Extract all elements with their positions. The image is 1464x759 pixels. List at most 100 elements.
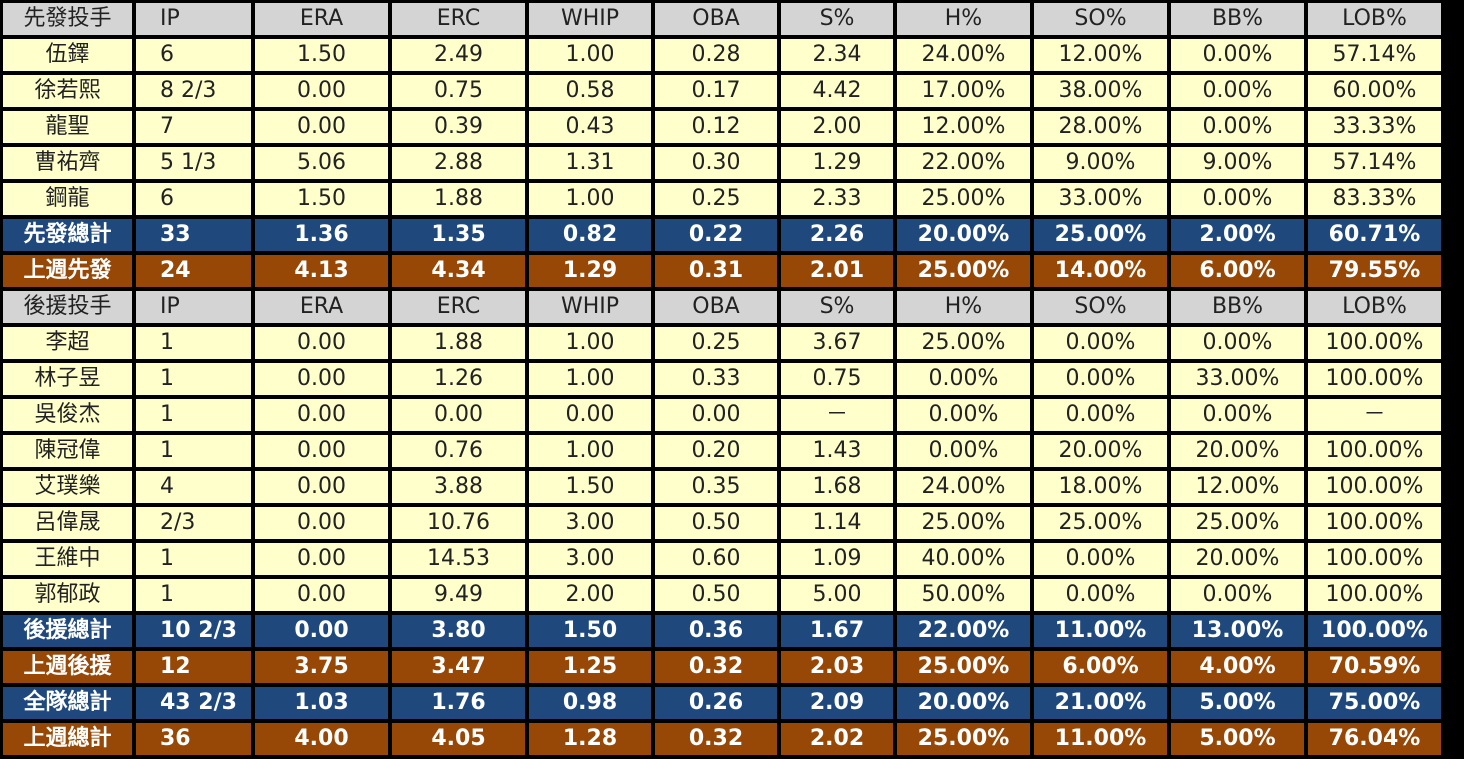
cell-era: 4.13: [255, 255, 388, 287]
cell-lob-pct: 100.00%: [1308, 507, 1441, 539]
cell-ip: 10 2/3: [136, 615, 251, 647]
cell-ip: 12: [136, 651, 251, 683]
cell-erc: 9.49: [392, 579, 525, 611]
cell-ip: 4: [136, 471, 251, 503]
cell-oba: 0.28: [655, 39, 777, 71]
cell-lob-pct: 60.71%: [1308, 219, 1441, 251]
cell-h-pct: 0.00%: [897, 363, 1030, 395]
cell-h-pct: 25.00%: [897, 183, 1030, 215]
cell-player: 王維中: [3, 543, 132, 575]
cell-whip: 1.29: [529, 255, 651, 287]
cell-h-pct: 25.00%: [897, 723, 1030, 755]
cell-so-pct: 6.00%: [1034, 651, 1167, 683]
cell-oba: 0.35: [655, 471, 777, 503]
cell-player: 艾璞樂: [3, 471, 132, 503]
cell-so-pct: 0.00%: [1034, 399, 1167, 431]
cell-h-pct: 0.00%: [897, 399, 1030, 431]
cell-s-pct: 1.43: [781, 435, 893, 467]
cell-erc: 0.75: [392, 75, 525, 107]
header-era: ERA: [255, 291, 388, 323]
cell-ip: 24: [136, 255, 251, 287]
reliever-row: 林子昱 1 0.00 1.26 1.00 0.33 0.75 0.00% 0.00% 33.00%…: [3, 363, 1441, 395]
cell-erc: 3.47: [392, 651, 525, 683]
header-erc: ERC: [392, 291, 525, 323]
cell-s-pct: 2.03: [781, 651, 893, 683]
cell-player: 全隊總計: [3, 687, 132, 719]
cell-h-pct: 40.00%: [897, 543, 1030, 575]
cell-ip: 1: [136, 579, 251, 611]
cell-whip: 0.82: [529, 219, 651, 251]
cell-era: 0.00: [255, 615, 388, 647]
team-last-week-row: 上週總計 36 4.00 4.05 1.28 0.32 2.02 25.00% 11.00% 5.…: [3, 723, 1441, 755]
cell-bb-pct: 6.00%: [1171, 255, 1304, 287]
header-h-pct: H%: [897, 3, 1030, 35]
starter-row: 曹祐齊 5 1/3 5.06 2.88 1.31 0.30 1.29 22.00% 9.00% 9…: [3, 147, 1441, 179]
cell-so-pct: 25.00%: [1034, 507, 1167, 539]
cell-so-pct: 0.00%: [1034, 579, 1167, 611]
cell-player: 上週先發: [3, 255, 132, 287]
cell-lob-pct: 100.00%: [1308, 543, 1441, 575]
cell-lob-pct: 70.59%: [1308, 651, 1441, 683]
cell-erc: 0.76: [392, 435, 525, 467]
cell-erc: 0.39: [392, 111, 525, 143]
cell-h-pct: 20.00%: [897, 219, 1030, 251]
cell-ip: 1: [136, 399, 251, 431]
cell-era: 0.00: [255, 399, 388, 431]
cell-s-pct: 0.75: [781, 363, 893, 395]
cell-erc: 10.76: [392, 507, 525, 539]
cell-lob-pct: 100.00%: [1308, 363, 1441, 395]
cell-s-pct: 4.42: [781, 75, 893, 107]
header-s-pct: S%: [781, 291, 893, 323]
header-h-pct: H%: [897, 291, 1030, 323]
cell-player: 林子昱: [3, 363, 132, 395]
cell-whip: 0.00: [529, 399, 651, 431]
cell-so-pct: 33.00%: [1034, 183, 1167, 215]
cell-oba: 0.25: [655, 327, 777, 359]
cell-player: 上週總計: [3, 723, 132, 755]
cell-lob-pct: 79.55%: [1308, 255, 1441, 287]
cell-erc: 1.88: [392, 327, 525, 359]
cell-player: 後援總計: [3, 615, 132, 647]
cell-oba: 0.32: [655, 651, 777, 683]
cell-bb-pct: 0.00%: [1171, 579, 1304, 611]
cell-bb-pct: 12.00%: [1171, 471, 1304, 503]
cell-lob-pct: －: [1308, 399, 1441, 431]
cell-h-pct: 12.00%: [897, 111, 1030, 143]
starter-row: 鋼龍 6 1.50 1.88 1.00 0.25 2.33 25.00% 33.00% 0.00%…: [3, 183, 1441, 215]
cell-oba: 0.20: [655, 435, 777, 467]
cell-s-pct: －: [781, 399, 893, 431]
cell-player: 郭郁政: [3, 579, 132, 611]
starters-total-row: 先發總計 33 1.36 1.35 0.82 0.22 2.26 20.00% 25.00% 2.…: [3, 219, 1441, 251]
cell-s-pct: 1.14: [781, 507, 893, 539]
cell-era: 0.00: [255, 543, 388, 575]
cell-ip: 6: [136, 39, 251, 71]
cell-so-pct: 21.00%: [1034, 687, 1167, 719]
cell-erc: 1.35: [392, 219, 525, 251]
header-era: ERA: [255, 3, 388, 35]
cell-era: 3.75: [255, 651, 388, 683]
starters-header-row: 先發投手 IP ERA ERC WHIP OBA S% H% SO% BB% LOB%: [3, 3, 1441, 35]
cell-h-pct: 24.00%: [897, 471, 1030, 503]
reliever-row: 李超 1 0.00 1.88 1.00 0.25 3.67 25.00% 0.00% 0.00% 1…: [3, 327, 1441, 359]
cell-erc: 2.49: [392, 39, 525, 71]
cell-so-pct: 28.00%: [1034, 111, 1167, 143]
cell-oba: 0.36: [655, 615, 777, 647]
cell-ip: 1: [136, 327, 251, 359]
cell-player: 李超: [3, 327, 132, 359]
cell-bb-pct: 33.00%: [1171, 363, 1304, 395]
cell-so-pct: 25.00%: [1034, 219, 1167, 251]
cell-era: 0.00: [255, 435, 388, 467]
cell-oba: 0.60: [655, 543, 777, 575]
cell-bb-pct: 4.00%: [1171, 651, 1304, 683]
cell-lob-pct: 100.00%: [1308, 579, 1441, 611]
cell-oba: 0.30: [655, 147, 777, 179]
cell-lob-pct: 57.14%: [1308, 147, 1441, 179]
cell-era: 1.50: [255, 39, 388, 71]
starter-row: 伍鐸 6 1.50 2.49 1.00 0.28 2.34 24.00% 12.00% 0.00%…: [3, 39, 1441, 71]
reliever-row: 吳俊杰 1 0.00 0.00 0.00 0.00 － 0.00% 0.00% 0.00% －: [3, 399, 1441, 431]
cell-h-pct: 25.00%: [897, 255, 1030, 287]
cell-lob-pct: 100.00%: [1308, 615, 1441, 647]
cell-ip: 1: [136, 363, 251, 395]
header-s-pct: S%: [781, 3, 893, 35]
cell-so-pct: 9.00%: [1034, 147, 1167, 179]
